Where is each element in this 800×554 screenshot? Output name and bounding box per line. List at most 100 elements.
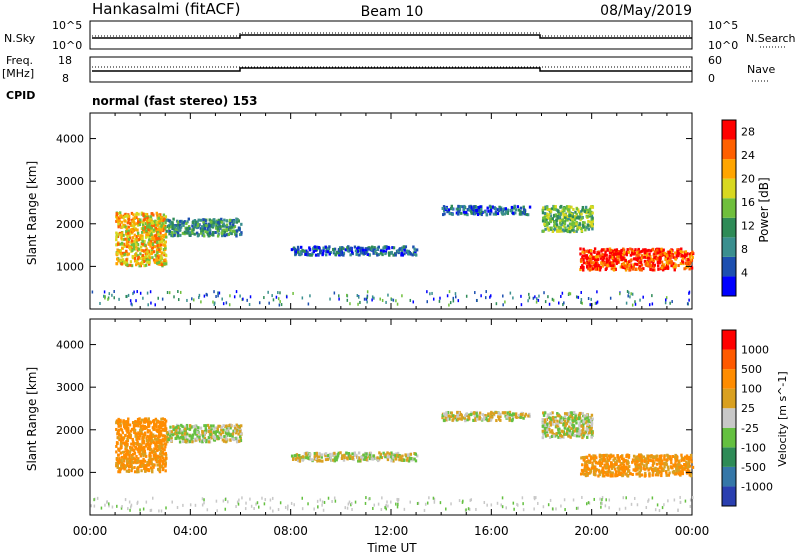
ground-scatter-cell bbox=[106, 500, 108, 504]
data-cell bbox=[154, 450, 157, 454]
data-cell bbox=[665, 463, 669, 467]
ground-scatter-cell bbox=[605, 498, 607, 502]
data-cell bbox=[223, 424, 227, 428]
data-cell bbox=[120, 231, 124, 235]
data-cell bbox=[144, 444, 148, 448]
data-cell bbox=[467, 416, 470, 420]
data-cell bbox=[461, 415, 464, 419]
ground-scatter-cell bbox=[452, 299, 455, 303]
data-cell bbox=[632, 252, 635, 256]
data-cell bbox=[571, 228, 574, 232]
data-cell bbox=[680, 470, 683, 474]
data-cell bbox=[148, 256, 152, 260]
data-cell bbox=[136, 442, 139, 446]
data-cell bbox=[127, 417, 130, 421]
data-cell bbox=[683, 267, 686, 271]
data-cell bbox=[590, 430, 593, 434]
data-cell bbox=[572, 426, 575, 430]
data-cell bbox=[219, 432, 223, 436]
search-noise-line bbox=[92, 32, 692, 37]
data-cell bbox=[459, 413, 463, 417]
data-cell bbox=[369, 455, 373, 459]
data-cell bbox=[220, 428, 223, 432]
ground-scatter-cell bbox=[347, 502, 350, 506]
data-cell bbox=[379, 249, 383, 253]
data-cell bbox=[185, 439, 188, 443]
data-cell bbox=[153, 447, 156, 451]
data-cell bbox=[542, 216, 545, 220]
data-cell bbox=[463, 414, 467, 418]
data-cell bbox=[169, 225, 173, 229]
data-cell bbox=[164, 461, 167, 465]
data-cell bbox=[232, 220, 236, 224]
data-cell bbox=[403, 247, 406, 251]
ground-scatter-cell bbox=[679, 495, 681, 499]
data-cell bbox=[220, 217, 223, 221]
data-cell bbox=[501, 411, 505, 415]
data-cell bbox=[483, 415, 486, 419]
ground-scatter-cell bbox=[426, 501, 429, 505]
data-cell bbox=[609, 474, 613, 478]
data-cell bbox=[551, 422, 554, 426]
data-cell bbox=[621, 454, 624, 458]
data-cell bbox=[624, 265, 627, 269]
data-cell bbox=[220, 234, 224, 238]
data-cell bbox=[303, 249, 306, 253]
data-cell bbox=[141, 448, 144, 452]
data-cell bbox=[133, 449, 136, 453]
data-cell bbox=[197, 218, 200, 222]
data-cell bbox=[135, 263, 138, 267]
data-cell bbox=[159, 439, 162, 443]
data-cell bbox=[191, 433, 195, 437]
ground-scatter-cell bbox=[255, 502, 257, 506]
data-cell bbox=[372, 248, 376, 252]
data-cell bbox=[143, 426, 146, 430]
data-cell bbox=[446, 210, 449, 214]
data-cell bbox=[158, 459, 162, 463]
data-cell bbox=[183, 232, 186, 236]
data-cell bbox=[176, 428, 180, 432]
data-cell bbox=[581, 463, 584, 467]
data-cell bbox=[152, 228, 156, 232]
data-cell bbox=[596, 265, 599, 269]
data-cell bbox=[405, 249, 409, 253]
data-cell bbox=[590, 413, 594, 417]
data-cell bbox=[157, 441, 160, 445]
data-cell bbox=[154, 234, 157, 238]
data-cell bbox=[149, 433, 152, 437]
data-cell bbox=[651, 473, 654, 477]
data-cell bbox=[361, 251, 365, 255]
data-cell bbox=[606, 463, 610, 467]
data-cell bbox=[625, 461, 629, 465]
ground-scatter-cell bbox=[130, 505, 132, 509]
data-cell bbox=[162, 248, 166, 252]
data-cell bbox=[456, 413, 459, 417]
data-cell bbox=[614, 461, 617, 465]
data-cell bbox=[615, 459, 619, 463]
data-cell bbox=[662, 253, 665, 257]
data-cell bbox=[123, 442, 126, 446]
data-cell bbox=[665, 471, 668, 475]
ground-scatter-cell bbox=[609, 296, 612, 300]
data-cell bbox=[354, 249, 358, 253]
ground-scatter-cell bbox=[193, 298, 195, 302]
data-cell bbox=[117, 223, 120, 227]
data-cell bbox=[214, 220, 218, 224]
data-cell bbox=[528, 412, 531, 416]
data-cell bbox=[178, 431, 181, 435]
data-cell bbox=[159, 231, 162, 235]
ground-scatter-cell bbox=[269, 506, 272, 510]
data-cell bbox=[621, 473, 625, 477]
data-cell bbox=[218, 224, 222, 228]
data-cell bbox=[141, 223, 145, 227]
ground-scatter-cell bbox=[537, 298, 540, 302]
data-cell bbox=[231, 219, 234, 223]
data-cell bbox=[654, 468, 658, 472]
data-cell bbox=[364, 455, 368, 459]
data-cell bbox=[181, 440, 185, 444]
ground-scatter-cell bbox=[146, 291, 149, 295]
data-cell bbox=[142, 257, 145, 261]
data-cell bbox=[128, 423, 132, 427]
velocity-cells bbox=[90, 410, 695, 513]
data-cell bbox=[212, 430, 216, 434]
